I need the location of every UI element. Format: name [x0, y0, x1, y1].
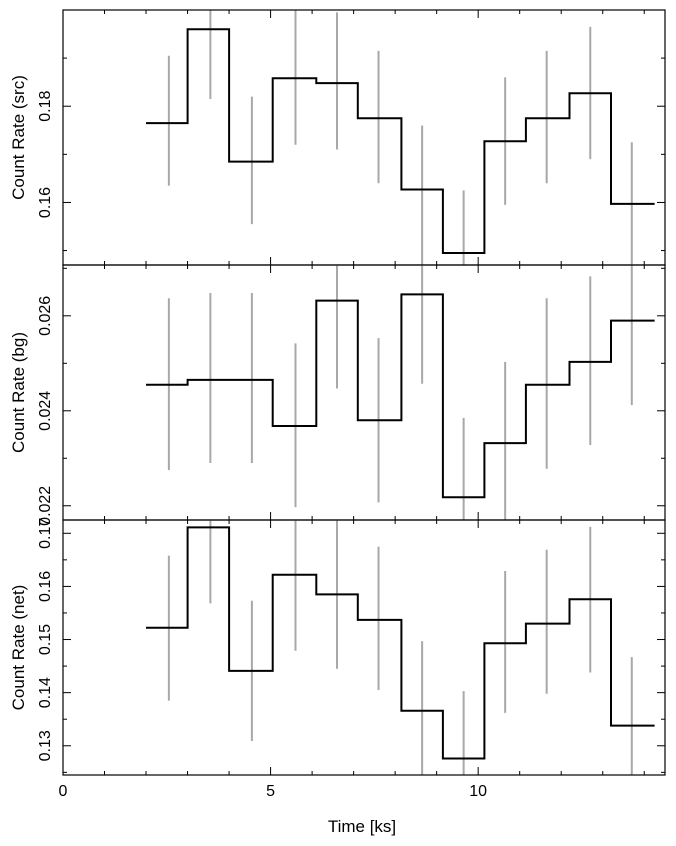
- panel-src: 0.16 0.18 Count Rate (src): [9, 9, 666, 266]
- step-line-src: [146, 28, 655, 254]
- y-tick-label-net: 0.16: [37, 571, 54, 602]
- plot-frame-net: [62, 519, 666, 776]
- y-axis-title-bg: Count Rate (bg): [9, 332, 28, 453]
- y-tick-label-src: 0.18: [37, 91, 54, 122]
- step-line-bg: [146, 293, 655, 499]
- panel-net: 0.13 0.14 0.15 0.16 0.17 Count Rate (net) 0 5 10: [9, 518, 666, 800]
- plot-frame-bg: [62, 264, 666, 521]
- panel-bg: 0.022 0.024 0.026 Count Rate (bg): [9, 264, 666, 526]
- y-tick-label-net: 0.15: [37, 624, 54, 655]
- y-tick-label-bg: 0.024: [37, 391, 54, 431]
- x-tick-label: 0: [59, 783, 68, 800]
- y-tick-label-src: 0.16: [37, 187, 54, 218]
- y-tick-label-bg: 0.026: [37, 296, 54, 336]
- y-axis-title-net: Count Rate (net): [9, 585, 28, 711]
- y-tick-label-bg: 0.022: [37, 486, 54, 526]
- y-tick-label-net: 0.17: [37, 518, 54, 549]
- x-tick-label: 5: [266, 783, 275, 800]
- y-tick-label-net: 0.13: [37, 730, 54, 761]
- x-tick-label: 10: [469, 783, 487, 800]
- y-tick-label-net: 0.14: [37, 677, 54, 708]
- x-axis-title: Time [ks]: [328, 817, 396, 836]
- y-axis-title-src: Count Rate (src): [9, 75, 28, 200]
- plot-frame-src: [62, 9, 666, 266]
- step-line-net: [146, 526, 655, 760]
